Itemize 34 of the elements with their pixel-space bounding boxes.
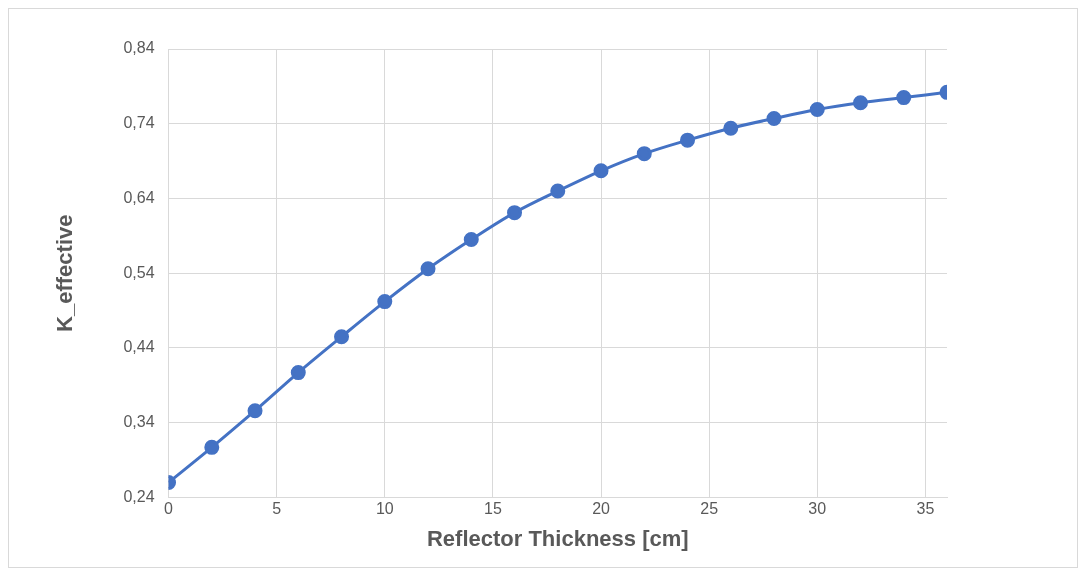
point: [809, 102, 825, 118]
point: [463, 232, 479, 248]
point: [420, 261, 436, 277]
point: [204, 439, 220, 455]
x-tick-label: 30: [808, 500, 827, 518]
y-tick-label: 0,74: [123, 114, 155, 132]
y-tick-label: 0,84: [123, 39, 155, 57]
point: [636, 146, 652, 162]
x-tick-label: 5: [272, 500, 282, 518]
point: [853, 95, 869, 111]
point: [334, 329, 350, 345]
x-tick-label: 25: [700, 500, 719, 518]
x-tick-label: 10: [375, 500, 394, 518]
point: [593, 163, 609, 179]
point: [550, 183, 566, 199]
x-tick-label: 0: [164, 500, 174, 518]
point: [377, 294, 393, 310]
point: [896, 90, 912, 106]
y-axis-title: K_effective: [52, 214, 78, 332]
y-tick-label: 0,44: [123, 338, 155, 356]
y-tick-label: 0,24: [123, 487, 155, 505]
x-tick-label: 35: [916, 500, 935, 518]
point: [766, 111, 782, 126]
point: [507, 205, 523, 221]
x-tick-label: 15: [484, 500, 502, 518]
x-tick-label: 20: [592, 500, 611, 518]
point: [290, 365, 306, 381]
y-tick-label: 0,34: [123, 413, 155, 431]
point: [247, 403, 263, 419]
point: [723, 120, 739, 136]
x-axis-title: Reflector Thickness [cm]: [426, 525, 689, 551]
point: [680, 132, 696, 148]
y-tick-label: 0,54: [123, 263, 155, 281]
y-tick-label: 0,64: [123, 188, 155, 206]
